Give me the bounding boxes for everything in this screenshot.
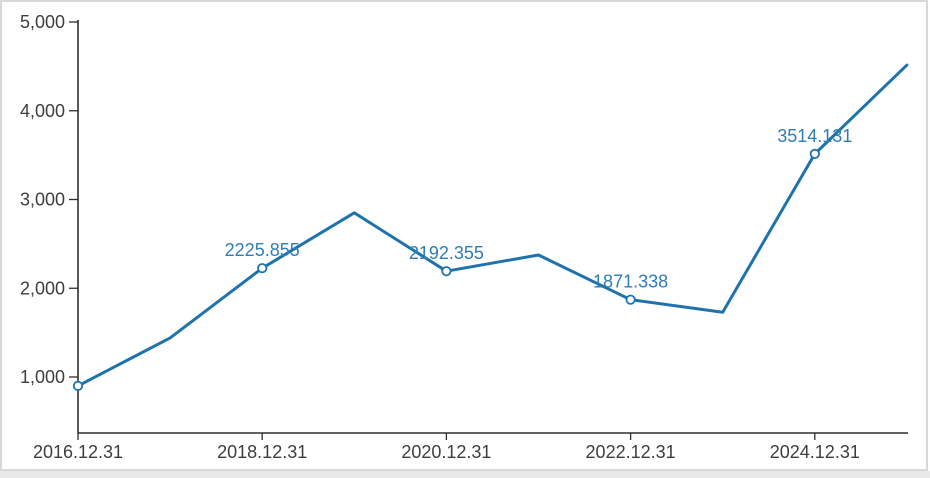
data-point-label: 3514.131: [777, 126, 852, 146]
data-point-marker[interactable]: [72, 380, 84, 391]
y-tick-label: 2,000: [20, 278, 65, 298]
data-point-label: 1871.338: [593, 272, 668, 292]
x-tick-label: 2016.12.31: [33, 442, 123, 462]
y-tick-label: 5,000: [20, 12, 65, 32]
x-tick-label: 2024.12.31: [770, 442, 860, 462]
data-point-marker[interactable]: [625, 294, 636, 305]
y-tick-label: 4,000: [20, 101, 65, 121]
data-point-label: 2192.355: [409, 243, 484, 263]
x-tick-label: 2020.12.31: [401, 442, 491, 462]
x-tick-label: 2022.12.31: [586, 442, 676, 462]
data-point-label: 2225.855: [225, 240, 300, 260]
data-point-marker[interactable]: [257, 263, 268, 274]
y-tick-label: 1,000: [20, 367, 65, 387]
series-line: [76, 63, 909, 388]
data-point-marker[interactable]: [441, 266, 452, 277]
page-background-strip: [0, 471, 930, 478]
y-tick-label: 3,000: [20, 190, 65, 210]
data-point-marker[interactable]: [809, 148, 820, 159]
x-tick-label: 2018.12.31: [217, 442, 307, 462]
